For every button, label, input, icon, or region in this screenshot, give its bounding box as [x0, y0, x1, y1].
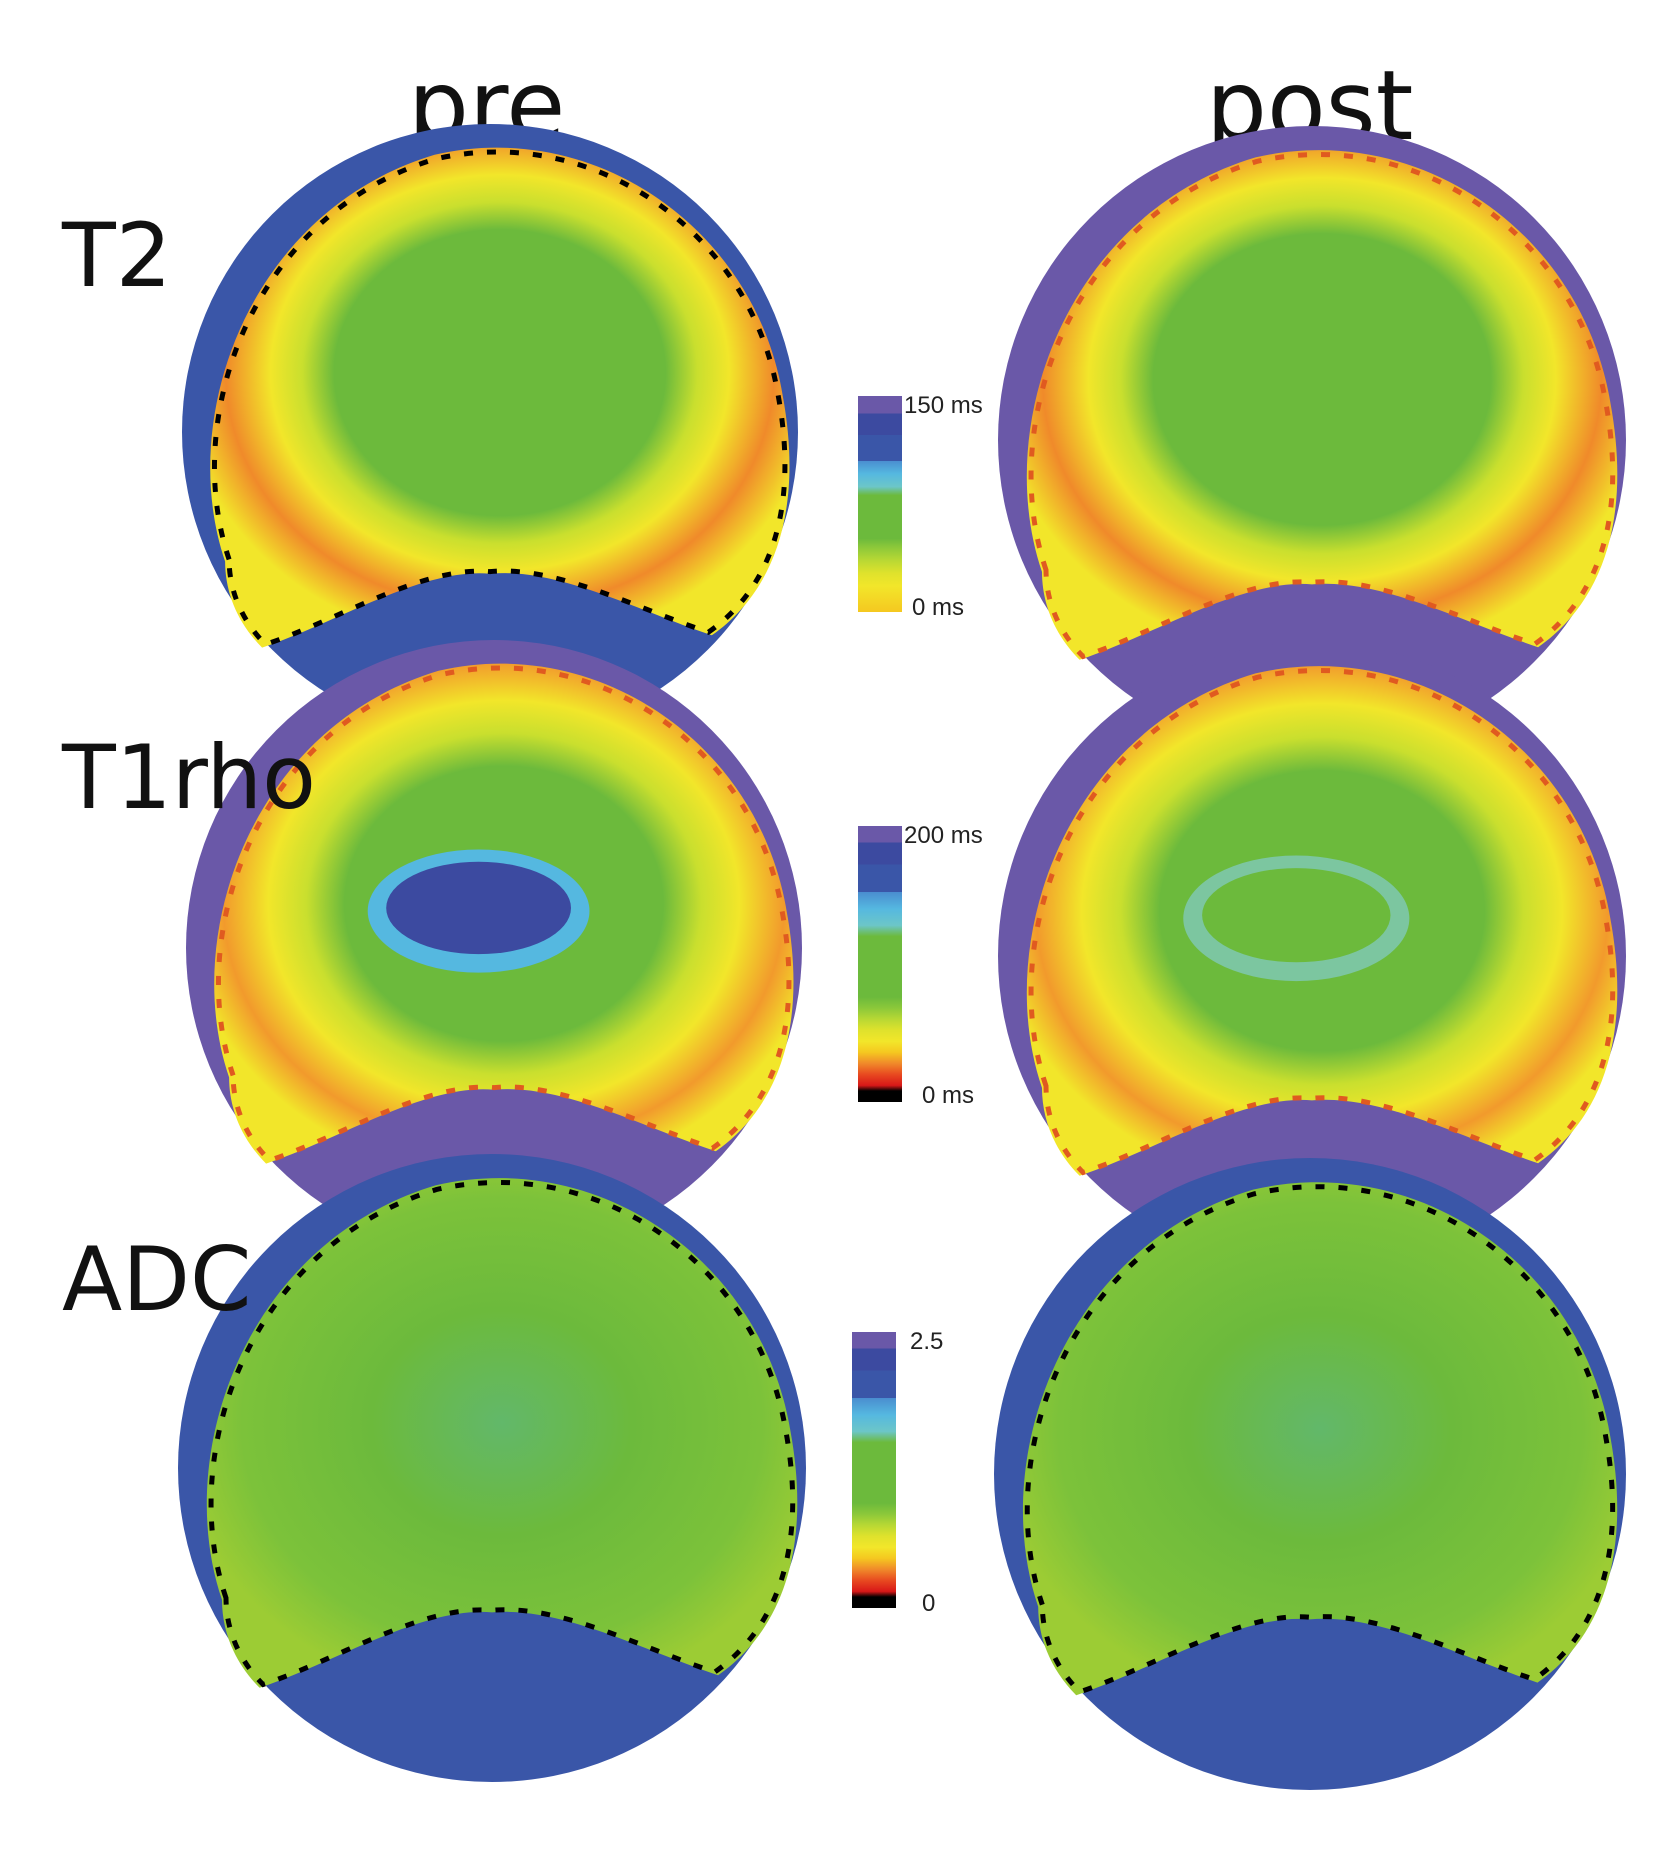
map-t2-post	[998, 126, 1626, 754]
map-t1rho-post-rim	[1028, 667, 1616, 1176]
map-adc-pre-tissue	[206, 1178, 798, 1688]
row-label-adc: ADC	[62, 1228, 252, 1331]
map-adc-post	[994, 1158, 1626, 1790]
row-label-t1rho: T1rho	[62, 726, 316, 829]
colorbar-t1rho-max: 200 ms	[904, 822, 983, 849]
colorbar-t1rho	[858, 826, 902, 1102]
map-t2-pre-rim	[211, 149, 788, 648]
colorbar-t2-max: 150 ms	[904, 392, 983, 419]
map-adc-post-tissue	[1022, 1182, 1618, 1696]
map-t2-post-tissue	[1026, 150, 1618, 660]
map-t1rho-post-core	[1202, 868, 1391, 963]
map-t2-pre	[182, 124, 798, 740]
map-adc-post-rim	[1024, 1184, 1616, 1695]
map-adc-pre-rim	[208, 1179, 796, 1688]
colorbar-adc-min: 0	[922, 1590, 936, 1617]
map-t1rho-pre-core	[386, 861, 571, 955]
row-label-t2: T2	[62, 204, 172, 307]
map-t1rho-post	[998, 642, 1626, 1270]
map-t1rho-pre-rim	[215, 665, 792, 1164]
map-adc-pre	[178, 1154, 806, 1782]
map-t2-pre-tissue	[210, 147, 790, 648]
colorbar-t2-min: 0 ms	[912, 594, 965, 621]
colorbar-t1rho-min: 0 ms	[922, 1082, 975, 1109]
colorbar-adc-max: 2.5	[910, 1328, 944, 1355]
colorbar-t2	[858, 396, 902, 612]
map-t1rho-pre	[186, 640, 802, 1256]
map-t2-post-rim	[1028, 151, 1616, 660]
colorbar-adc	[852, 1332, 896, 1608]
